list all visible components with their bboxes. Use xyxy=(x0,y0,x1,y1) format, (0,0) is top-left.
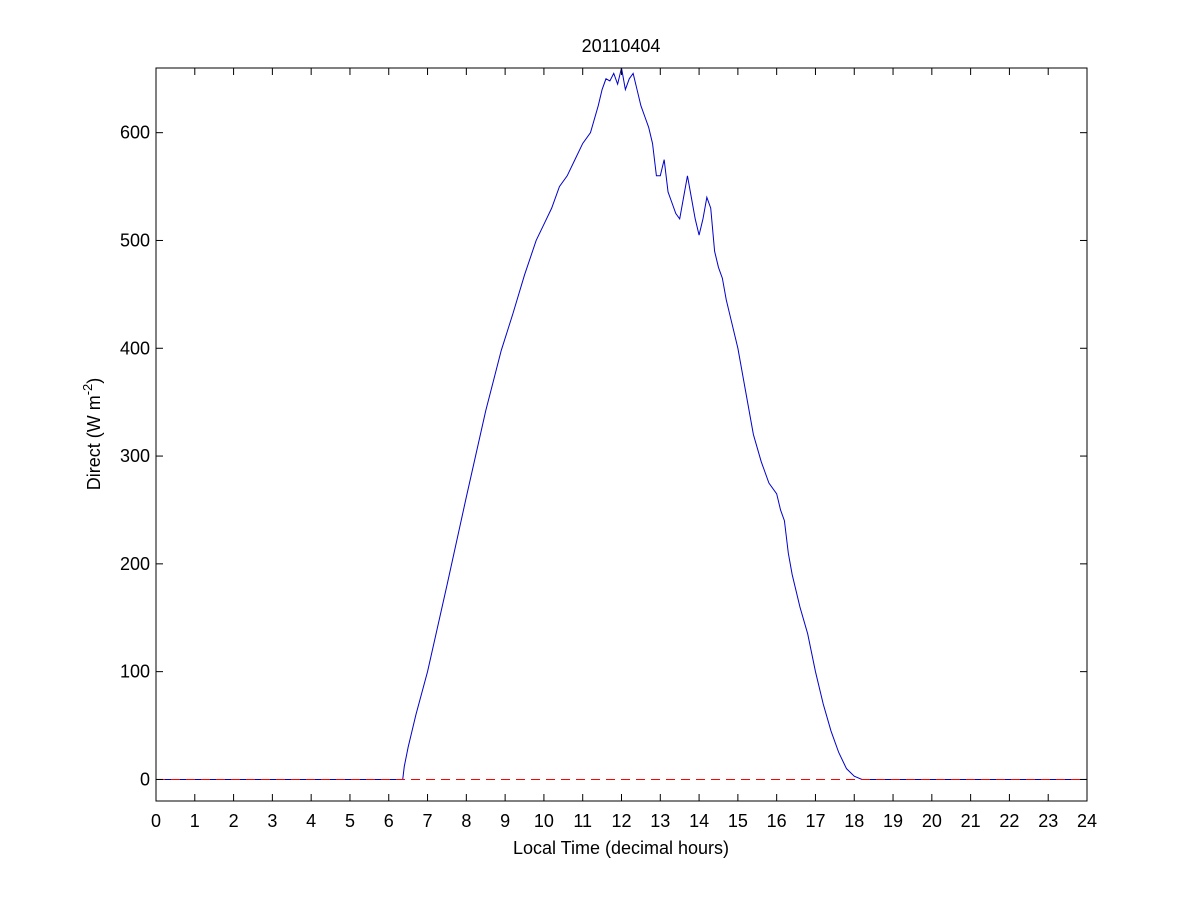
x-tick-label: 9 xyxy=(500,811,510,831)
x-tick-label: 2 xyxy=(229,811,239,831)
x-tick-label: 10 xyxy=(534,811,554,831)
y-axis-title-close: ) xyxy=(84,378,104,384)
y-axis-title: Direct (W m-2) xyxy=(80,378,104,491)
x-tick-label: 23 xyxy=(1038,811,1058,831)
x-tick-label: 18 xyxy=(844,811,864,831)
y-tick-label: 500 xyxy=(120,230,150,250)
x-tick-label: 1 xyxy=(190,811,200,831)
x-tick-label: 0 xyxy=(151,811,161,831)
x-tick-label: 7 xyxy=(423,811,433,831)
y-axis-title-group: Direct (W m-2) xyxy=(80,378,104,491)
direct-series-line xyxy=(156,67,1087,780)
x-tick-label: 16 xyxy=(767,811,787,831)
x-tick-label: 21 xyxy=(961,811,981,831)
x-tick-label: 13 xyxy=(650,811,670,831)
x-tick-label: 22 xyxy=(999,811,1019,831)
x-tick-label: 3 xyxy=(267,811,277,831)
x-tick-label: 8 xyxy=(461,811,471,831)
y-tick-label: 0 xyxy=(140,769,150,789)
y-tick-label: 100 xyxy=(120,662,150,682)
series-layer xyxy=(156,67,1087,780)
x-tick-label: 4 xyxy=(306,811,316,831)
x-tick-label: 24 xyxy=(1077,811,1097,831)
tick-layer: 0 1 2 3 4 5 6 7 8 9 10 11 12 13 14 15 16 17 18 19 20 21 22 23 24… xyxy=(120,68,1097,831)
x-tick-label: 14 xyxy=(689,811,709,831)
y-tick-label: 600 xyxy=(120,123,150,143)
x-tick-label: 15 xyxy=(728,811,748,831)
x-tick-label: 11 xyxy=(573,811,592,831)
y-tick-label: 200 xyxy=(120,554,150,574)
x-axis-title: Local Time (decimal hours) xyxy=(513,838,729,858)
x-tick-label: 12 xyxy=(611,811,631,831)
x-tick-label: 20 xyxy=(922,811,942,831)
x-tick-label: 6 xyxy=(384,811,394,831)
x-tick-label: 19 xyxy=(883,811,903,831)
plot-area xyxy=(156,68,1087,801)
y-tick-label: 300 xyxy=(120,446,150,466)
y-axis-title-base: Direct (W m xyxy=(84,395,104,490)
x-tick-label: 17 xyxy=(805,811,825,831)
x-tick-label: 5 xyxy=(345,811,355,831)
chart-title: 20110404 xyxy=(582,36,661,56)
y-axis-title-superscript: -2 xyxy=(80,384,95,396)
y-tick-label: 400 xyxy=(120,338,150,358)
